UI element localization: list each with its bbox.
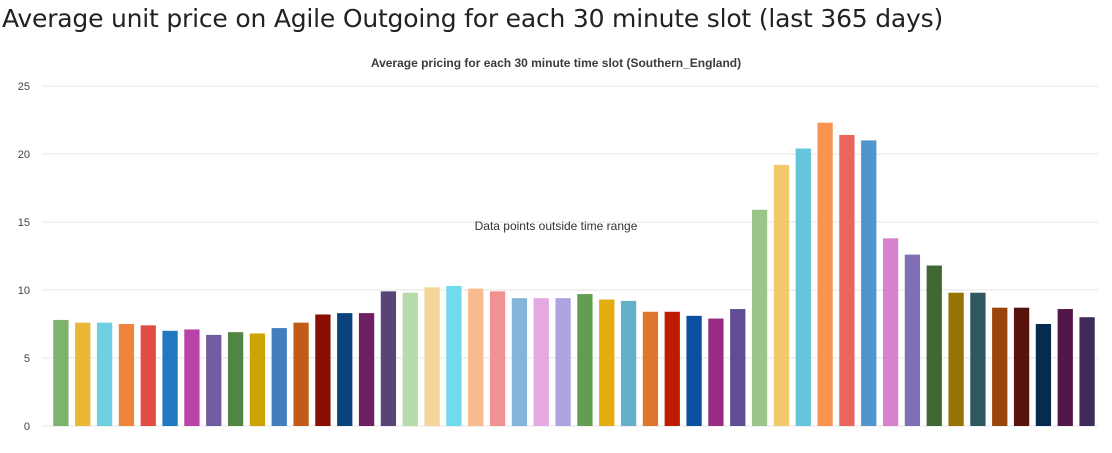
y-tick-label: 25 xyxy=(18,81,30,93)
bar-1530[interactable]: 15:30: 8.6 xyxy=(730,309,746,426)
chart-annotation: Data points outside time range xyxy=(475,219,638,233)
bar-1430[interactable]: 14:30: 8.1 xyxy=(686,315,702,426)
bar-1700[interactable]: 17:00: 20.4 xyxy=(795,148,811,426)
bar-1600[interactable]: 16:00: 15.9 xyxy=(751,209,768,426)
bar-2030[interactable]: 20:30: 9.8 xyxy=(948,292,964,426)
bar-1230[interactable]: 12:30: 9.3 xyxy=(599,299,615,426)
bar-1300[interactable]: 13:00: 9.2 xyxy=(620,300,637,426)
bar-1830[interactable]: 18:30: 21 xyxy=(861,140,877,426)
bar-0630[interactable]: 06:30: 8.3 xyxy=(337,313,353,426)
bar-0400[interactable]: 04:00: 6.9 xyxy=(227,332,244,426)
bar-1800[interactable]: 18:00: 21.4 xyxy=(839,134,855,426)
bar-0100[interactable]: 01:00: 7.6 xyxy=(96,322,113,426)
chart-title: Average pricing for each 30 minute time … xyxy=(371,56,741,70)
bar-1900[interactable]: 19:00: 13.8 xyxy=(882,238,899,426)
bar-0430[interactable]: 04:30: 6.8 xyxy=(249,333,266,426)
bar-0900[interactable]: 09:00: 10.3 xyxy=(446,285,462,426)
bar-1130[interactable]: 11:30: 9.4 xyxy=(555,298,571,426)
bar-1730[interactable]: 17:30: 22.3 xyxy=(817,122,833,426)
bar-0200[interactable]: 02:00: 7.4 xyxy=(140,325,156,426)
bar-0830[interactable]: 08:30: 10.2 xyxy=(424,287,440,426)
bar-0130[interactable]: 01:30: 7.5 xyxy=(118,324,135,426)
bar-1330[interactable]: 13:30: 8.4 xyxy=(642,311,659,426)
y-tick-label: 5 xyxy=(24,353,30,365)
bar-0330[interactable]: 03:30: 6.7 xyxy=(206,334,222,426)
bar-series: 00:00: 7.8 00:30: 7.6 01:00: 7.6 01:30: 7.5… xyxy=(53,122,1095,426)
bar-2100[interactable]: 21:00: 9.8 xyxy=(970,292,986,426)
bar-1100[interactable]: 11:00: 9.4 xyxy=(533,298,549,426)
bar-0030[interactable]: 00:30: 7.6 xyxy=(75,322,91,426)
bar-2330[interactable]: 23:30: 8 xyxy=(1079,317,1095,426)
bar-1030[interactable]: 10:30: 9.4 xyxy=(511,298,528,426)
bar-1930[interactable]: 19:30: 12.6 xyxy=(904,254,921,426)
bar-0700[interactable]: 07:00: 8.3 xyxy=(358,313,375,426)
bar-1630[interactable]: 16:30: 19.2 xyxy=(773,164,790,426)
bar-0800[interactable]: 08:00: 9.8 xyxy=(402,292,418,426)
y-tick-label: 0 xyxy=(24,421,30,433)
bar-0300[interactable]: 03:00: 7.1 xyxy=(184,329,200,426)
y-tick-label: 10 xyxy=(18,285,30,297)
bar-1500[interactable]: 15:00: 7.9 xyxy=(708,318,724,426)
bar-1400[interactable]: 14:00: 8.4 xyxy=(664,311,680,426)
bar-0000[interactable]: 00:00: 7.8 xyxy=(53,319,69,426)
bar-0530[interactable]: 05:30: 7.6 xyxy=(293,322,309,426)
y-tick-label: 15 xyxy=(18,217,30,229)
bar-0500[interactable]: 05:00: 7.2 xyxy=(271,328,287,426)
bar-0600[interactable]: 06:00: 8.2 xyxy=(315,314,331,426)
bar-0230[interactable]: 02:30: 7 xyxy=(162,330,178,426)
page-title: Average unit price on Agile Outgoing for… xyxy=(2,4,944,33)
bar-0930[interactable]: 09:30: 10.1 xyxy=(468,288,484,426)
bar-2130[interactable]: 21:30: 8.7 xyxy=(992,307,1008,426)
bar-2300[interactable]: 23:00: 8.6 xyxy=(1057,309,1073,426)
bar-2230[interactable]: 22:30: 7.5 xyxy=(1035,324,1052,426)
bar-1200[interactable]: 12:00: 9.7 xyxy=(577,294,593,426)
y-tick-label: 20 xyxy=(18,149,30,161)
y-axis: 0 5 10 15 20 25 xyxy=(18,81,30,433)
bar-2000[interactable]: 20:00: 11.8 xyxy=(926,265,942,426)
bar-1000[interactable]: 10:00: 9.9 xyxy=(489,291,506,426)
bar-2200[interactable]: 22:00: 8.7 xyxy=(1013,307,1030,426)
bar-0730[interactable]: 07:30: 9.9 xyxy=(380,291,397,426)
